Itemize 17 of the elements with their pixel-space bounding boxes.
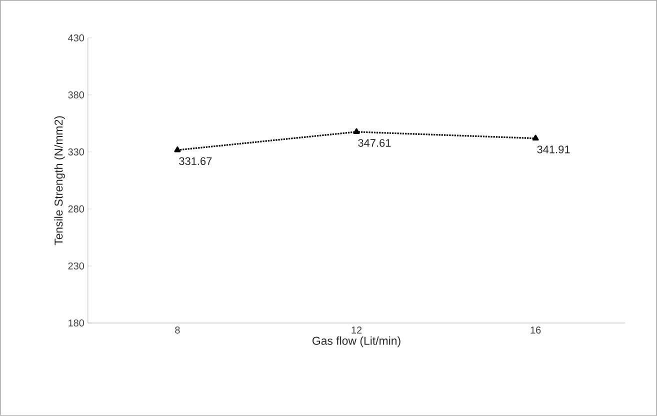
- x-axis-title: Gas flow (Lit/min): [312, 336, 400, 348]
- x-tick-label: 16: [530, 326, 541, 334]
- data-label: 341.91: [537, 146, 570, 154]
- y-tick-label: 430: [68, 34, 84, 42]
- y-axis-title: Tensile Strength (N/mm2): [54, 116, 65, 246]
- point: [532, 134, 539, 141]
- point: [174, 146, 181, 152]
- point: [353, 128, 360, 134]
- data-label: 331.67: [179, 157, 212, 166]
- y-tick-label: 180: [68, 320, 84, 327]
- x-tick-label: 8: [175, 326, 180, 334]
- x-tick-label: 12: [352, 326, 362, 334]
- y-tick-label: 230: [68, 262, 84, 270]
- y-tick-label: 280: [68, 205, 84, 213]
- y-tick-label: 330: [68, 148, 84, 156]
- y-tick-label: 380: [68, 91, 84, 98]
- data-label: 347.61: [358, 139, 391, 147]
